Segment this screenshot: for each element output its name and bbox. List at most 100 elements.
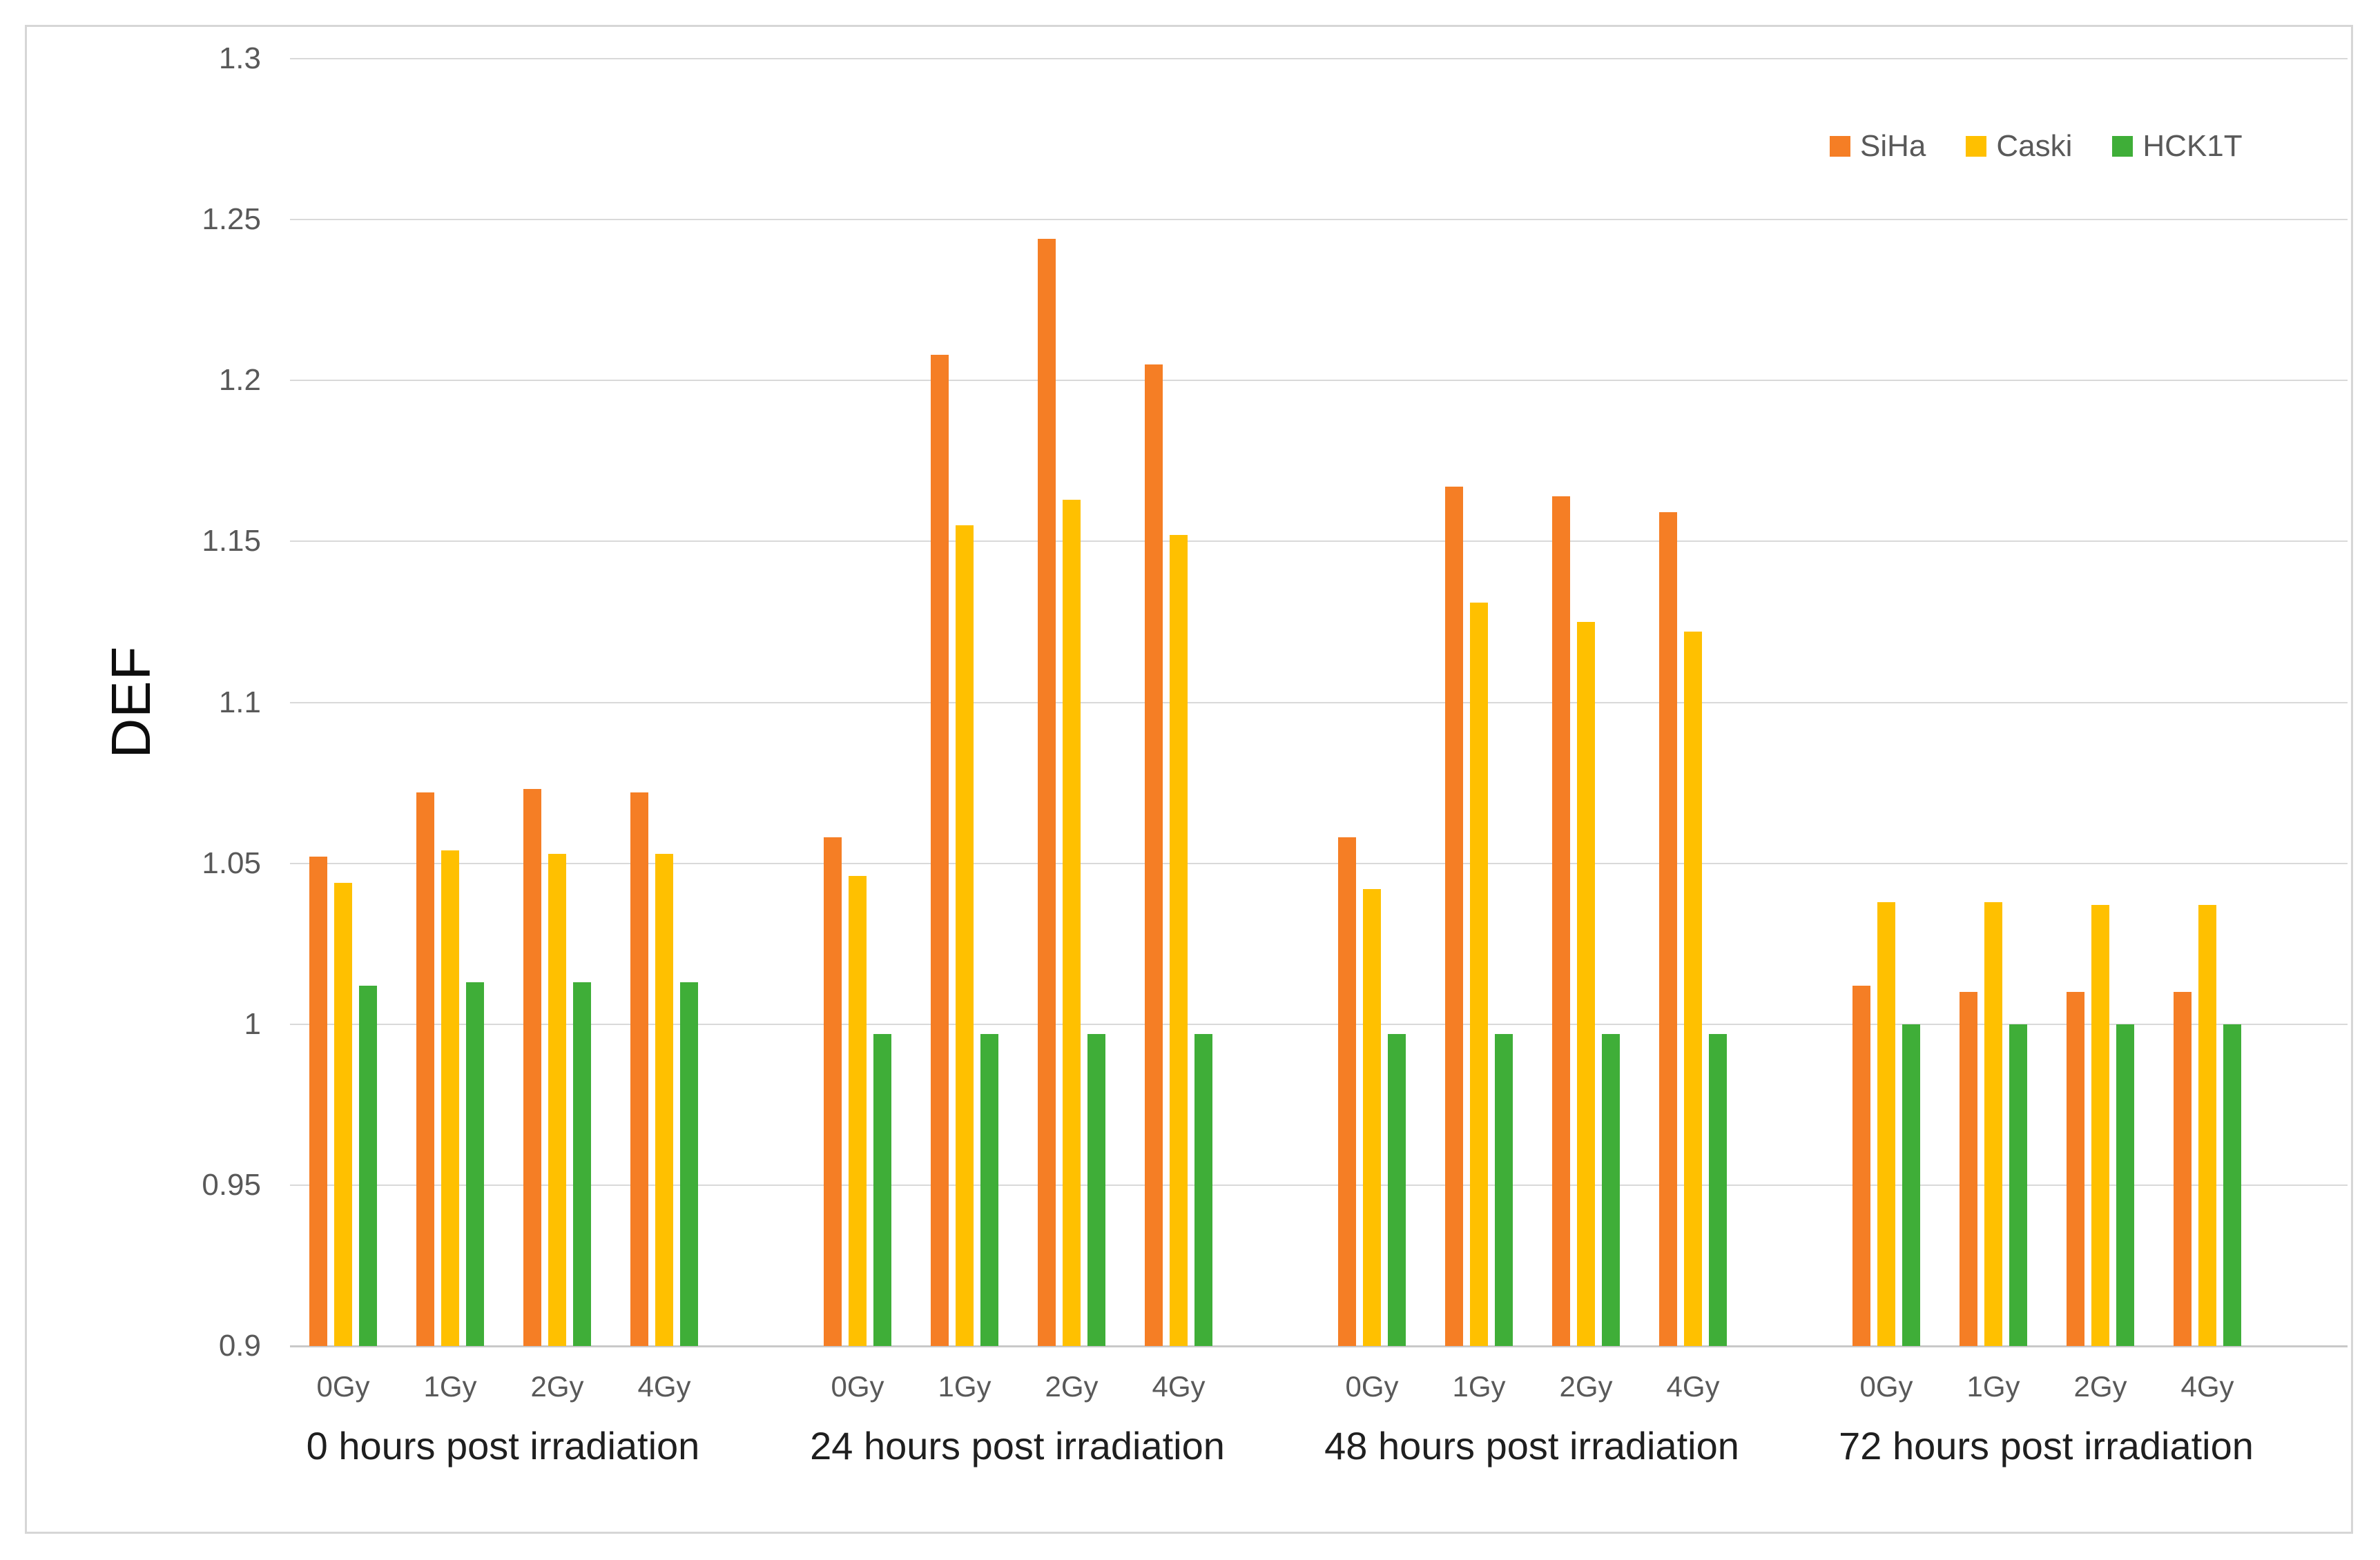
bar-groups [290,59,2348,1346]
x-tick-label-2gy: 2Gy [1045,1370,1099,1403]
bar-group-0h [290,59,804,1346]
bar-hck1t-24h-4gy [1194,1033,1212,1346]
cluster-2gy [2067,59,2134,1346]
bar-siha-72h-0gy [1852,985,1870,1346]
cluster-0gy [309,59,377,1346]
bar-caski-24h-2gy [1063,499,1081,1346]
bar-caski-48h-0gy [1363,888,1381,1346]
bar-siha-0h-2gy [523,789,541,1346]
legend-label: HCK1T [2142,129,2243,163]
cluster-2gy [1552,59,1620,1346]
legend-label: SiHa [1860,129,1926,163]
gridline [290,862,2348,864]
legend-swatch-icon [1966,136,1987,157]
gridline [290,1023,2348,1025]
legend: SiHa Caski HCK1T [1830,131,2243,162]
x-tick-label-4gy: 4Gy [1152,1370,1206,1403]
bar-siha-24h-2gy [1038,239,1056,1346]
x-tick-label-1gy: 1Gy [938,1370,991,1403]
bar-hck1t-48h-1gy [1495,1033,1513,1346]
bar-group-48h [1319,59,1833,1346]
gridline [290,58,2348,59]
x-tick-label-4gy: 4Gy [2180,1370,2234,1403]
bar-siha-72h-2gy [2067,992,2084,1346]
x-tick-label-4gy: 4Gy [637,1370,691,1403]
y-tick-label: 1.05 [202,846,261,880]
group-label-72h: 72 hours post irradiation [1839,1424,2254,1468]
bar-siha-48h-2gy [1552,496,1570,1346]
group-label-0h: 0 hours post irradiation [306,1424,700,1468]
bar-siha-24h-1gy [931,355,949,1346]
y-tick-label: 1.25 [202,202,261,237]
legend-item-hck1t: HCK1T [2112,129,2243,163]
bar-caski-0h-1gy [441,850,459,1346]
bar-siha-0h-4gy [630,792,648,1346]
cluster-2gy [1038,59,1105,1346]
dose-label-group: 0Gy 1Gy 2Gy 4Gy [1833,1370,2348,1403]
y-axis-tick-labels: 1.3 1.25 1.2 1.15 1.1 1.05 1 0.95 0.9 [0,41,261,1363]
bar-caski-0h-4gy [655,853,673,1346]
gridline [290,701,2348,703]
group-label-48h: 48 hours post irradiation [1324,1424,1739,1468]
y-tick-label: 1.3 [218,41,261,75]
figure-border [25,25,2353,1534]
gridline [290,219,2348,221]
bar-hck1t-72h-4gy [2223,1024,2241,1346]
bar-siha-24h-0gy [824,837,842,1346]
bar-hck1t-0h-4gy [680,982,698,1346]
group-label-24h: 24 hours post irradiation [810,1424,1225,1468]
cluster-0gy [1338,59,1406,1346]
bar-hck1t-72h-1gy [2009,1024,2027,1346]
bar-caski-0h-0gy [334,882,352,1346]
y-tick-label: 0.95 [202,1167,261,1202]
bar-siha-48h-1gy [1445,487,1463,1346]
bar-hck1t-72h-2gy [2116,1024,2134,1346]
bar-hck1t-48h-2gy [1602,1033,1620,1346]
legend-swatch-icon [1830,136,1850,157]
bar-hck1t-0h-1gy [466,982,484,1346]
bar-hck1t-0h-0gy [359,985,377,1346]
bar-caski-48h-1gy [1470,603,1488,1346]
bar-hck1t-48h-4gy [1709,1033,1727,1346]
x-tick-label-1gy: 1Gy [1452,1370,1506,1403]
bar-caski-72h-1gy [1984,901,2002,1346]
legend-swatch-icon [2112,136,2134,157]
bar-caski-24h-4gy [1170,535,1188,1346]
x-tick-label-1gy: 1Gy [1966,1370,2020,1403]
bar-caski-72h-4gy [2198,905,2216,1346]
x-tick-label-0gy: 0Gy [316,1370,370,1403]
bar-hck1t-24h-2gy [1087,1033,1105,1346]
bar-siha-48h-0gy [1338,837,1356,1346]
gridline [290,1184,2348,1186]
x-axis-line [290,1345,2348,1347]
gridline [290,380,2348,382]
bar-siha-48h-4gy [1659,512,1677,1346]
y-tick-label: 1.1 [218,685,261,719]
dose-label-group: 0Gy 1Gy 2Gy 4Gy [290,1370,804,1403]
bar-siha-24h-4gy [1145,364,1163,1346]
cluster-4gy [2174,59,2241,1346]
cluster-1gy [1445,59,1513,1346]
cluster-0gy [824,59,891,1346]
legend-item-siha: SiHa [1830,131,1926,162]
bar-hck1t-0h-2gy [573,982,591,1346]
bar-siha-72h-1gy [1960,992,1977,1346]
x-tick-label-4gy: 4Gy [1666,1370,1720,1403]
cluster-1gy [931,59,998,1346]
cluster-4gy [1659,59,1727,1346]
legend-item-caski: Caski [1966,131,2072,162]
x-tick-label-0gy: 0Gy [1345,1370,1399,1403]
x-tick-label-1gy: 1Gy [423,1370,477,1403]
bar-group-72h [1833,59,2348,1346]
bar-hck1t-48h-0gy [1388,1033,1406,1346]
cluster-1gy [1960,59,2027,1346]
bar-hck1t-24h-0gy [873,1033,891,1346]
cluster-0gy [1852,59,1920,1346]
x-tick-label-0gy: 0Gy [831,1370,884,1403]
cluster-2gy [523,59,591,1346]
bar-caski-0h-2gy [548,853,566,1346]
y-tick-label: 1.15 [202,524,261,558]
cluster-4gy [630,59,698,1346]
x-tick-label-0gy: 0Gy [1859,1370,1913,1403]
